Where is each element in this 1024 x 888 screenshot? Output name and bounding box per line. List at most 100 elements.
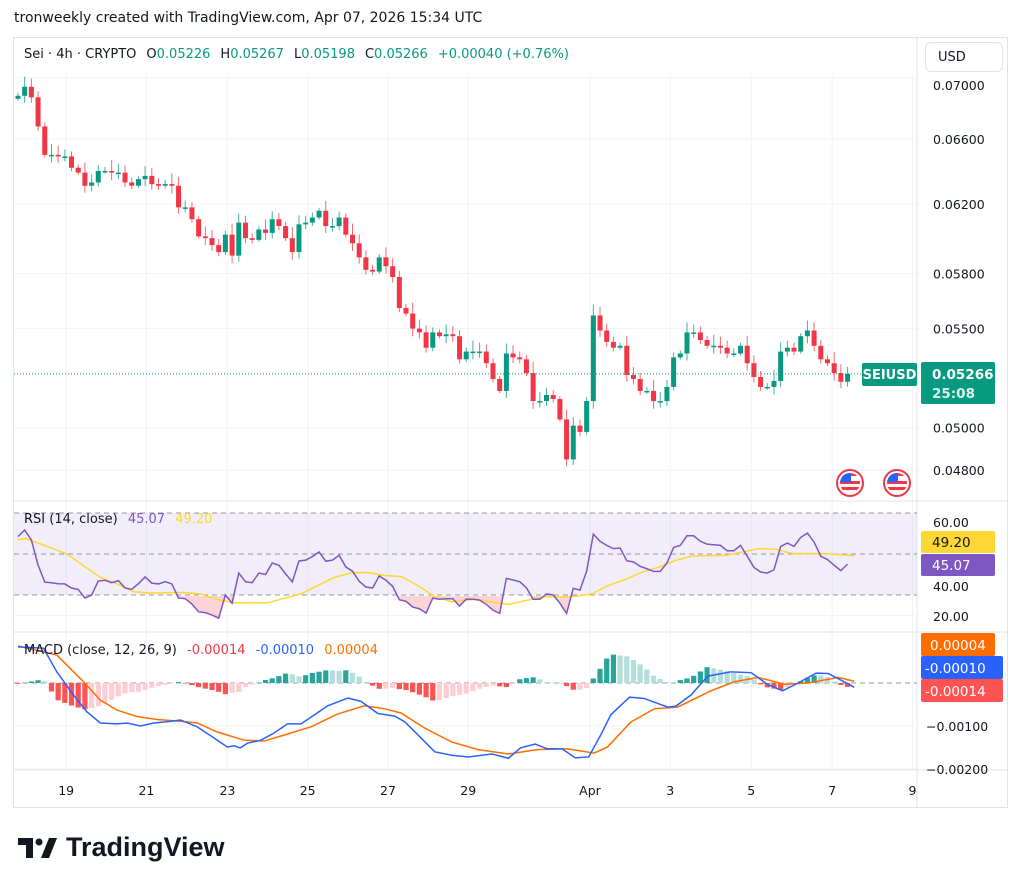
candle-down (557, 399, 563, 420)
candle-down (758, 376, 764, 387)
macd-histogram-bar (202, 683, 208, 689)
candle-down (517, 357, 523, 360)
candle-up (691, 332, 697, 334)
candle-up (222, 234, 228, 253)
macd-histogram-bar (262, 679, 269, 683)
candle-down (704, 340, 710, 346)
macd-histogram-bar (42, 681, 48, 683)
symbol-title[interactable]: Sei · 4h · CRYPTO (24, 47, 137, 62)
candle-up (477, 351, 483, 354)
candle-down (176, 185, 182, 208)
us-flag-icon[interactable] (836, 469, 864, 497)
macd-histogram-bar (577, 683, 583, 690)
candle-down (109, 171, 115, 173)
candle-down (751, 363, 757, 377)
price-tick-label: 0.04800 (933, 463, 985, 478)
candle-down (356, 243, 362, 258)
rsi-title[interactable]: RSI (14, close) (24, 512, 118, 527)
candle-up (738, 345, 744, 354)
candle-up (142, 175, 148, 180)
time-tick-label: 25 (300, 783, 316, 798)
candle-down (610, 341, 616, 348)
currency-button[interactable]: USD (925, 42, 1003, 72)
macd-histogram-bar (604, 658, 610, 683)
candle-up (731, 353, 737, 355)
macd-histogram-bar (563, 683, 570, 687)
candle-down (82, 172, 88, 186)
macd-histogram-bar (650, 675, 657, 683)
macd-legend: MACD (close, 12, 26, 9) -0.00014 -0.0001… (24, 643, 384, 658)
macd-histogram-bar (115, 683, 121, 697)
candle-down (550, 394, 556, 400)
time-tick-label: 21 (138, 783, 154, 798)
candle-down (791, 347, 797, 352)
candle-down (597, 315, 603, 331)
macd-histogram-bar (497, 683, 503, 687)
macd-histogram-bar (222, 683, 228, 695)
candle-down (490, 363, 496, 379)
macd-title[interactable]: MACD (close, 12, 26, 9) (24, 643, 177, 658)
symbol-tag: SEIUSD (863, 368, 917, 383)
macd-histogram-bar (483, 683, 489, 687)
macd-histogram-bar (450, 683, 456, 697)
macd-histogram-bar (296, 676, 302, 683)
time-axis[interactable]: 19 21 23 25 27 29 Apr 3 5 7 9 (58, 783, 916, 798)
candle-down (651, 390, 657, 402)
candle-down (423, 332, 429, 348)
macd-histogram-bar (838, 683, 844, 686)
macd-tag: -0.00010 (925, 661, 986, 677)
ohlc-legend: Sei · 4h · CRYPTO O 0.05226 H 0.05267 L 0.0… (24, 47, 579, 62)
candle-up (236, 222, 242, 256)
macd-histogram-bar (630, 659, 637, 683)
candle-up (430, 332, 436, 348)
macd-histogram-bar (423, 683, 429, 698)
price-axis[interactable]: 0.07000 0.06600 0.06200 0.05800 0.05500 0.050… (933, 78, 985, 478)
price-tick-label: 0.07000 (933, 78, 985, 93)
macd-histogram-bar (155, 683, 162, 686)
macd-histogram-bar (336, 670, 342, 683)
tradingview-logo: TradingView (18, 832, 225, 863)
macd-histogram-bar (510, 683, 516, 684)
price-tick-label: 0.06200 (933, 197, 985, 212)
candle-down (697, 332, 703, 341)
macd-histogram-bar (704, 667, 710, 683)
rsi-tick-label: 60.00 (933, 515, 969, 530)
macd-histogram-bar (597, 668, 603, 683)
candle-down (483, 351, 489, 364)
candle-down (811, 330, 817, 346)
macd-histogram-bar (196, 683, 202, 688)
macd-histogram-bar (610, 654, 617, 683)
candle-down (276, 219, 282, 227)
candle-up (584, 401, 590, 432)
macd-histogram-bar (624, 656, 630, 683)
candlestick-series (15, 76, 851, 467)
macd-histogram-bar (283, 673, 289, 683)
candle-up (677, 353, 683, 358)
macd-histogram-bar (590, 678, 596, 683)
candle-up (102, 171, 108, 173)
candle-up (503, 353, 509, 391)
candle-up (22, 86, 28, 96)
candle-down (831, 363, 837, 374)
time-tick-label: Apr (579, 783, 601, 798)
candle-down (383, 257, 389, 267)
last-price-tag-bg (921, 362, 995, 404)
macd-histogram-bar (95, 683, 101, 707)
candle-down (155, 184, 161, 186)
macd-histogram-bar (416, 683, 422, 695)
macd-histogram-bar (349, 672, 356, 683)
candle-up (135, 179, 141, 186)
rsi-ma-tag: 49.20 (932, 535, 971, 551)
us-flag-icon[interactable] (883, 469, 911, 497)
time-tick-label: 3 (666, 783, 674, 798)
close-label: C (364, 47, 375, 62)
macd-histogram-bar (356, 676, 362, 683)
macd-signal-value: 0.00004 (324, 643, 378, 658)
candle-up (115, 172, 121, 175)
macd-histogram-bar (751, 679, 757, 683)
price-tick-label: 0.05800 (933, 266, 985, 281)
rsi-ma-value: 49.20 (175, 512, 213, 527)
macd-histogram-bar (329, 670, 336, 683)
candle-down (216, 245, 222, 253)
